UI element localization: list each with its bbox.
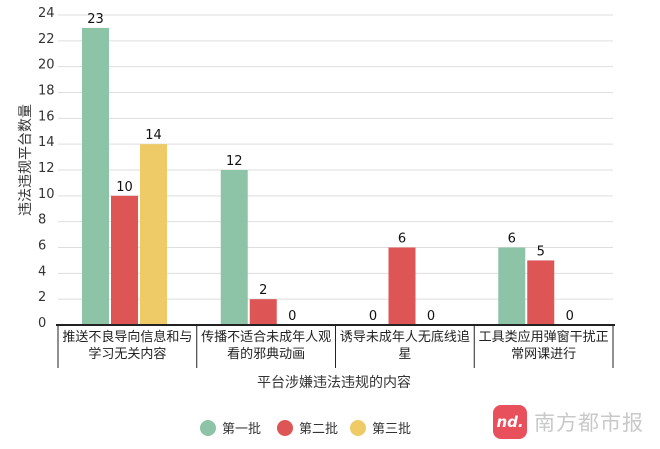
bar — [111, 195, 138, 325]
watermark-logo-icon: nd. — [493, 405, 527, 439]
category-label: 工具类应用弹窗干扰正常网课进行 — [479, 329, 609, 362]
x-axis — [56, 324, 615, 368]
data-label: 2 — [259, 283, 267, 298]
bar — [220, 170, 248, 325]
y-tick-label: 0 — [38, 316, 46, 331]
legend-label: 第二批 — [299, 422, 338, 437]
bar — [140, 144, 167, 325]
legend-swatch — [350, 420, 366, 436]
legend-swatch — [200, 420, 216, 436]
legend-label: 第三批 — [372, 422, 411, 437]
y-tick-label: 20 — [38, 58, 55, 73]
y-tick-label: 2 — [38, 290, 46, 305]
y-tick-label: 22 — [38, 32, 55, 47]
y-tick-label: 4 — [38, 264, 46, 279]
bar — [249, 299, 277, 325]
x-axis-title: 平台涉嫌违法违规的内容 — [257, 374, 411, 391]
y-tick-label: 6 — [38, 239, 46, 254]
watermark: nd. 南方都市报 — [493, 404, 644, 440]
data-label: 0 — [427, 309, 435, 324]
legend-label: 第一批 — [222, 422, 261, 437]
data-label: 0 — [288, 309, 296, 324]
bar — [82, 27, 109, 326]
data-label: 6 — [508, 232, 516, 247]
data-label: 23 — [87, 12, 104, 27]
y-tick-label: 16 — [38, 109, 55, 124]
category-label: 诱导未成年人无底线追星 — [340, 329, 470, 362]
watermark-text: 南方都市报 — [534, 411, 644, 435]
bars — [82, 27, 555, 326]
category-label: 传播不适合未成年人观看的邪典动画 — [201, 330, 331, 362]
data-label: 6 — [398, 232, 406, 247]
data-label: 10 — [116, 180, 133, 195]
data-label: 14 — [145, 128, 162, 143]
category-label: 推送不良导向信息和与学习无关内容 — [62, 329, 192, 362]
data-label: 0 — [369, 309, 377, 324]
y-axis-title: 违法违规平台数量 — [18, 104, 34, 216]
y-tick-label: 14 — [38, 135, 55, 150]
y-tick-label: 8 — [38, 213, 46, 228]
bar — [388, 247, 416, 325]
data-label: 0 — [566, 309, 574, 324]
legend-swatch — [277, 420, 293, 436]
data-label: 5 — [537, 244, 545, 259]
y-tick-label: 18 — [38, 84, 55, 99]
y-tick-label: 12 — [38, 161, 55, 176]
bar — [498, 247, 526, 325]
data-labels: 23 10 14 12 2 0 0 6 0 6 5 0 — [87, 12, 574, 324]
y-tick-label: 10 — [38, 187, 55, 202]
data-label: 12 — [226, 154, 243, 169]
bar — [527, 260, 555, 325]
legend: 第一批 第二批 第三批 — [200, 420, 411, 437]
category-labels: 推送不良导向信息和与学习无关内容传播不适合未成年人观看的邪典动画诱导未成年人无底… — [62, 329, 608, 362]
y-tick-label: 24 — [38, 6, 55, 21]
